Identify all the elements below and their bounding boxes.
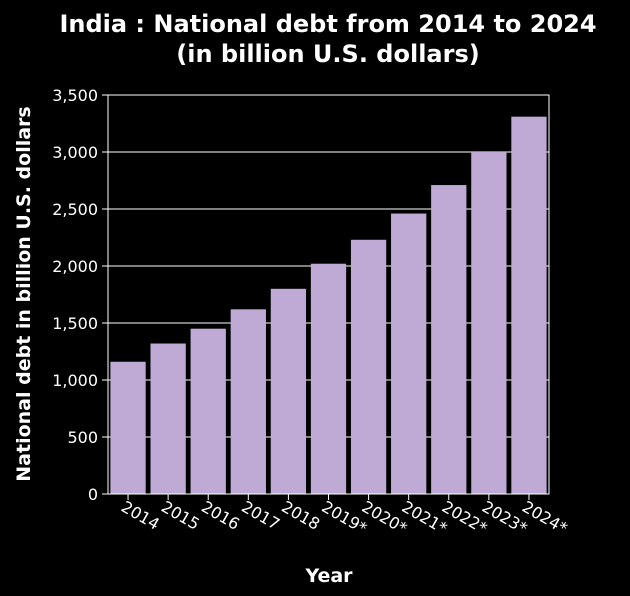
- x-tick-label: 2016: [198, 497, 243, 534]
- bar-2022: [431, 185, 467, 494]
- x-tick-label: 2023*: [479, 497, 531, 538]
- x-tick-label: 2020*: [359, 497, 411, 538]
- bars: [110, 116, 547, 494]
- x-tick-label: 2021*: [399, 497, 451, 538]
- bar-2014: [110, 361, 146, 494]
- x-tick-label: 2024*: [519, 497, 571, 538]
- x-tick-label: 2014: [118, 497, 163, 534]
- bar-2015: [150, 343, 186, 494]
- bar-2017: [230, 309, 266, 494]
- x-tick-label: 2019*: [319, 497, 371, 538]
- bar-2018: [270, 288, 307, 494]
- x-tick-label: 2015: [158, 497, 203, 534]
- y-tick-label: 2,500: [52, 200, 98, 219]
- y-axis-label: National debt in billion U.S. dollars: [13, 106, 35, 481]
- bar-2019: [310, 263, 347, 494]
- plot-frame: [107, 94, 550, 495]
- y-axis: 0 500 1,000 1,500 2,000 2,500 3,000 3,500: [52, 86, 108, 504]
- bar-2023: [471, 152, 507, 494]
- bar-2024: [511, 116, 547, 494]
- y-tick-label: 3,500: [52, 86, 98, 105]
- y-tick-label: 500: [67, 428, 98, 447]
- chart-title-line2: (in billion U.S. dollars): [176, 40, 479, 68]
- y-tick-label: 1,000: [52, 371, 98, 390]
- x-tick-label: 2017: [238, 497, 283, 534]
- x-axis: 201420152016201720182019*2020*2021*2022*…: [118, 494, 571, 538]
- y-tick-label: 2,000: [52, 257, 98, 276]
- y-tick-label: 1,500: [52, 314, 98, 333]
- bar-2020: [350, 239, 387, 494]
- bar-2021: [391, 213, 427, 494]
- x-axis-label: Year: [304, 565, 353, 587]
- y-tick-label: 3,000: [52, 143, 98, 162]
- y-tick-label: 0: [88, 485, 98, 504]
- x-tick-label: 2022*: [439, 497, 491, 538]
- bar-2016: [190, 328, 226, 494]
- x-tick-label: 2018: [278, 497, 323, 534]
- chart-title-line1: India : National debt from 2014 to 2024: [59, 10, 596, 38]
